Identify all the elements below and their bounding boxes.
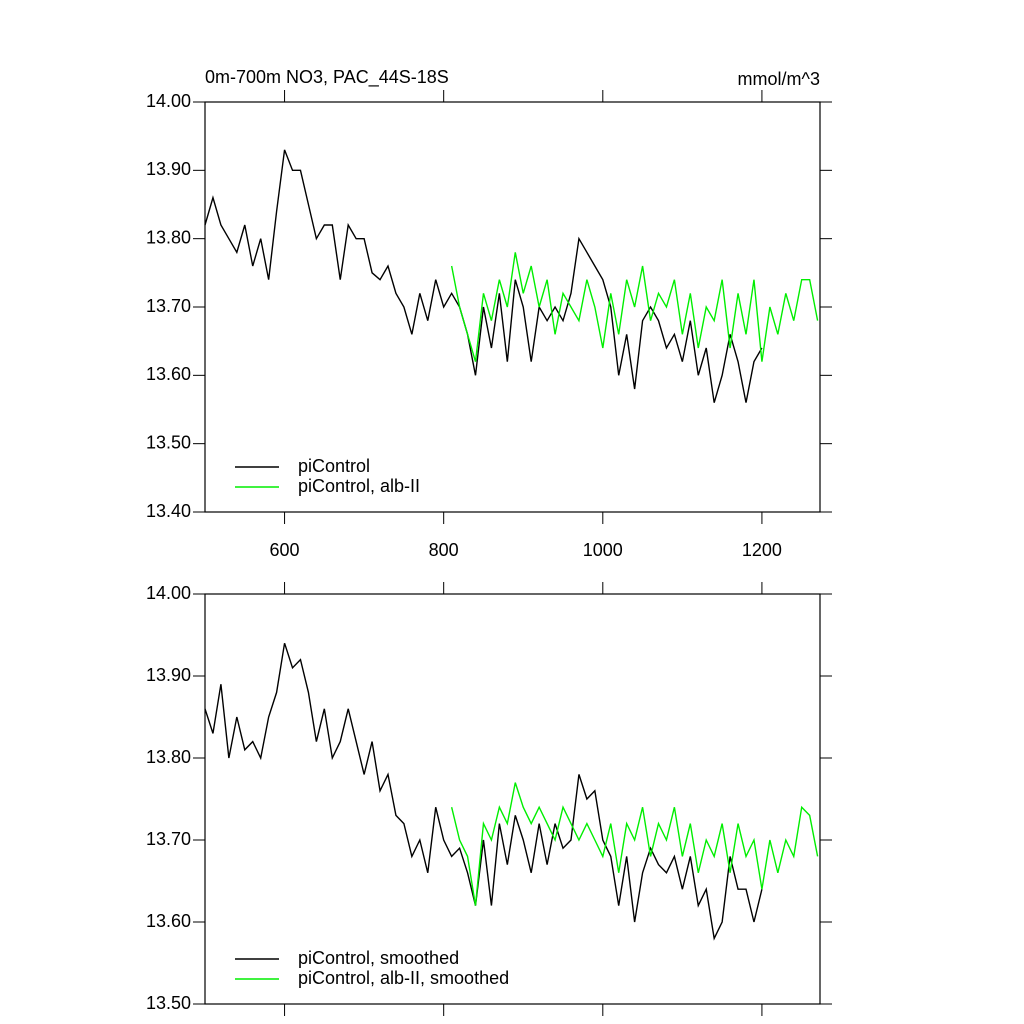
- y-tick-label: 13.70: [146, 829, 191, 849]
- y-tick-label: 13.60: [146, 911, 191, 931]
- y-tick-label: 13.80: [146, 227, 191, 247]
- y-tick-label: 13.90: [146, 665, 191, 685]
- y-tick-label: 13.40: [146, 501, 191, 521]
- y-tick-label: 14.00: [146, 91, 191, 111]
- x-tick-label: 1000: [583, 540, 623, 560]
- y-tick-label: 13.90: [146, 159, 191, 179]
- y-tick-label: 13.80: [146, 747, 191, 767]
- units-label: mmol/m^3: [738, 69, 820, 89]
- legend-label: piControl: [298, 456, 370, 476]
- legend-label: piControl, alb-II: [298, 476, 420, 496]
- series-line: [450, 782, 819, 906]
- chart-title: 0m-700m NO3, PAC_44S-18S: [205, 67, 449, 88]
- plot-frame: [204, 593, 821, 1005]
- y-tick-label: 13.50: [146, 993, 191, 1013]
- legend-label: piControl, alb-II, smoothed: [298, 968, 509, 988]
- y-tick-label: 14.00: [146, 583, 191, 603]
- legend-label: piControl, smoothed: [298, 948, 459, 968]
- x-tick-label: 800: [429, 540, 459, 560]
- series-line: [450, 252, 819, 362]
- x-tick-label: 1200: [742, 540, 782, 560]
- series-line: [204, 642, 763, 941]
- series-line: [204, 149, 763, 403]
- x-tick-label: 600: [270, 540, 300, 560]
- y-tick-label: 13.70: [146, 296, 191, 316]
- y-tick-label: 13.50: [146, 432, 191, 452]
- y-tick-label: 13.60: [146, 364, 191, 384]
